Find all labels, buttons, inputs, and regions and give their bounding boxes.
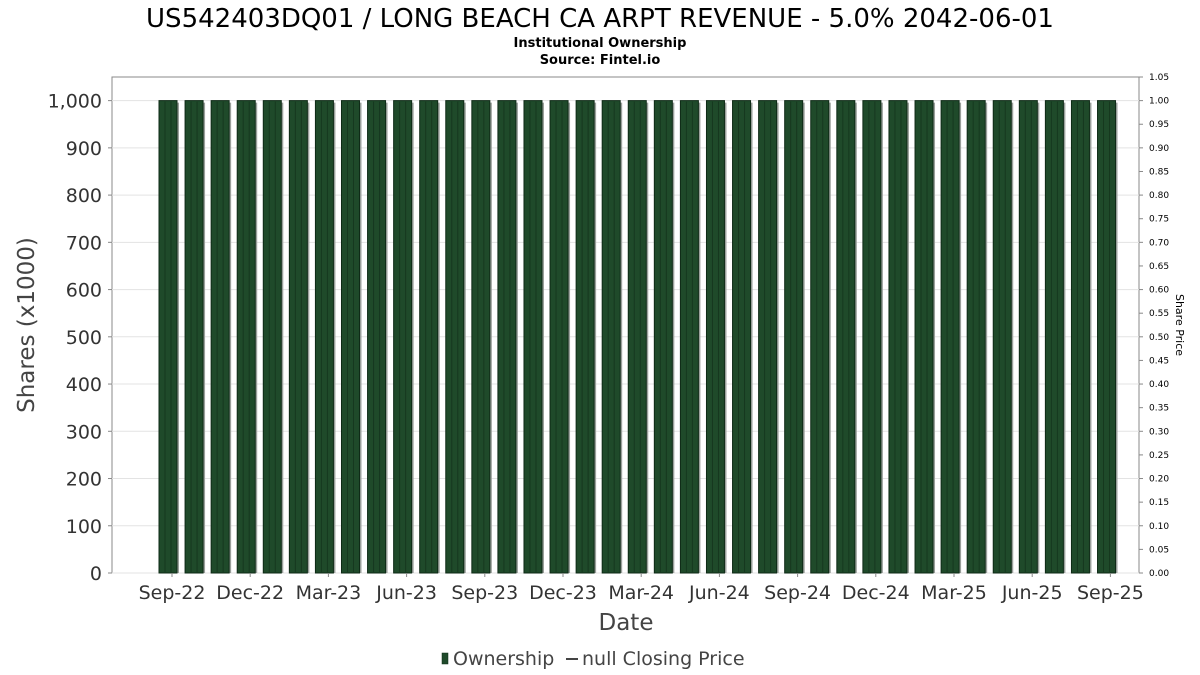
x-tick-label: Dec-24 xyxy=(842,582,910,604)
bar xyxy=(445,100,465,574)
y-tick-label: 200 xyxy=(66,469,102,491)
bar xyxy=(627,100,647,574)
y2-tick-label: 0.10 xyxy=(1149,522,1169,532)
bar xyxy=(966,100,986,574)
bar xyxy=(575,100,595,574)
x-tick-label: Sep-24 xyxy=(764,582,831,604)
y2-tick-label: 0.80 xyxy=(1149,191,1169,201)
y2-tick-label: 0.20 xyxy=(1149,475,1169,485)
y-tick-label: 500 xyxy=(66,327,102,349)
x-tick-label: Jun-23 xyxy=(375,582,437,604)
y2-tick-label: 1.05 xyxy=(1149,73,1169,83)
y-tick-label: 100 xyxy=(66,516,102,538)
bar xyxy=(679,100,699,574)
bar xyxy=(862,100,882,574)
y2-tick-label: 0.40 xyxy=(1149,380,1169,390)
y2-tick-label: 0.30 xyxy=(1149,427,1169,437)
y2-tick-label: 0.90 xyxy=(1149,144,1169,154)
x-tick-label: Jun-25 xyxy=(1001,582,1063,604)
y-tick-label: 1,000 xyxy=(48,91,102,113)
chart-title: US542403DQ01 / LONG BEACH CA ARPT REVENU… xyxy=(146,4,1054,34)
y2-tick-label: 0.65 xyxy=(1149,262,1169,272)
bar xyxy=(471,100,491,574)
bar xyxy=(497,100,517,574)
y2-tick-label: 0.55 xyxy=(1149,309,1169,319)
bar xyxy=(393,100,413,574)
y-tick-label: 800 xyxy=(66,185,102,207)
y2-tick-label: 1.00 xyxy=(1149,97,1169,107)
chart-source: Source: Fintel.io xyxy=(540,53,661,68)
legend-label-closing-price: null Closing Price xyxy=(582,648,745,670)
bar xyxy=(419,100,439,574)
bar xyxy=(314,100,334,574)
y2-tick-label: 0.05 xyxy=(1149,545,1169,555)
y2-tick-label: 0.95 xyxy=(1149,120,1169,130)
bar xyxy=(1070,100,1090,574)
y2-tick-label: 0.45 xyxy=(1149,356,1169,366)
y2-tick-label: 0.50 xyxy=(1149,333,1169,343)
bar xyxy=(784,100,804,574)
legend-swatch-ownership xyxy=(441,652,449,665)
bar xyxy=(523,100,543,574)
bar xyxy=(1018,100,1038,574)
y-tick-label: 400 xyxy=(66,374,102,396)
y2-tick-label: 0.70 xyxy=(1149,238,1169,248)
x-tick-label: Mar-24 xyxy=(608,582,674,604)
bar xyxy=(836,100,856,574)
x-tick-label: Mar-23 xyxy=(296,582,362,604)
bar xyxy=(158,100,178,574)
y-tick-label: 300 xyxy=(66,421,102,443)
bar xyxy=(340,100,360,574)
y-tick-label: 0 xyxy=(90,563,102,585)
bar xyxy=(262,100,282,574)
bar xyxy=(601,100,621,574)
y2-tick-label: 0.60 xyxy=(1149,286,1169,296)
x-tick-label: Mar-25 xyxy=(921,582,987,604)
y2-tick-label: 0.25 xyxy=(1149,451,1169,461)
x-tick-label: Dec-23 xyxy=(529,582,597,604)
x-axis-label: Date xyxy=(599,610,654,636)
y2-tick-label: 0.85 xyxy=(1149,167,1169,177)
x-tick-label: Sep-25 xyxy=(1077,582,1144,604)
bar xyxy=(653,100,673,574)
y2-tick-label: 0.00 xyxy=(1149,569,1169,579)
bar xyxy=(810,100,830,574)
y-tick-label: 600 xyxy=(66,280,102,302)
y-axis-right: 0.00 0.05 0.10 0.15 0.20 0.25 0.30 0.35 0.40 0.45… xyxy=(1139,73,1169,579)
bar xyxy=(992,100,1012,574)
y2-axis-label: Share Price xyxy=(1173,294,1186,356)
bar xyxy=(940,100,960,574)
legend-label-ownership: Ownership xyxy=(453,648,554,670)
y2-tick-label: 0.75 xyxy=(1149,215,1169,225)
bar xyxy=(549,100,569,574)
legend: Ownership null Closing Price xyxy=(441,648,745,670)
bar xyxy=(914,100,934,574)
bar xyxy=(288,100,308,574)
bar xyxy=(184,100,204,574)
y-tick-label: 700 xyxy=(66,232,102,254)
bar xyxy=(236,100,256,574)
bar xyxy=(705,100,725,574)
y-axis-left: 0 100 200 300 400 500 600 700 800 900 1,000 xyxy=(48,91,112,585)
y2-tick-label: 0.15 xyxy=(1149,498,1169,508)
bar xyxy=(888,100,908,574)
bar xyxy=(732,100,752,574)
x-tick-label: Jun-24 xyxy=(688,582,750,604)
x-tick-label: Sep-22 xyxy=(139,582,206,604)
bar-series-ownership xyxy=(158,100,1118,574)
chart-subtitle: Institutional Ownership xyxy=(514,36,687,51)
bar xyxy=(1044,100,1064,574)
bar xyxy=(210,100,230,574)
y2-tick-label: 0.35 xyxy=(1149,404,1169,414)
bar xyxy=(758,100,778,574)
x-tick-label: Dec-22 xyxy=(216,582,284,604)
x-axis: Sep-22 Dec-22 Mar-23 Jun-23 Sep-23 Dec-23 Mar-… xyxy=(139,573,1144,604)
bar xyxy=(367,100,387,574)
x-tick-label: Sep-23 xyxy=(451,582,518,604)
y-axis-label: Shares (x1000) xyxy=(14,237,40,413)
bar xyxy=(1097,100,1117,574)
y-tick-label: 900 xyxy=(66,138,102,160)
